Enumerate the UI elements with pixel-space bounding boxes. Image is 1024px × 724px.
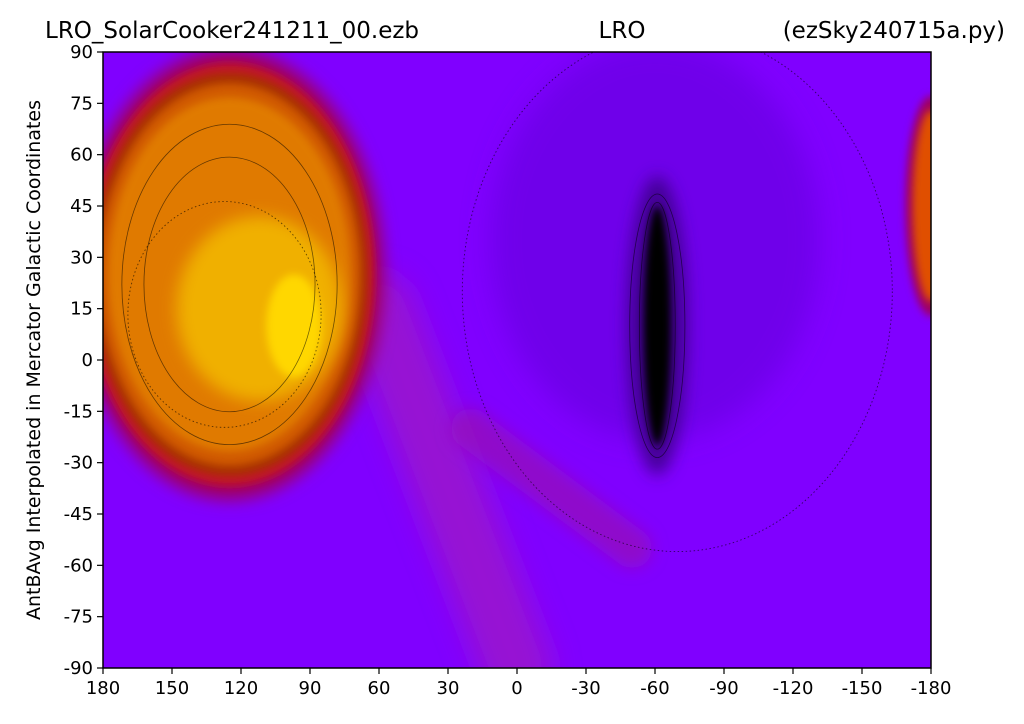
- header-station: LRO: [599, 18, 646, 44]
- warm-band: [344, 273, 552, 668]
- x-tick-label: 120: [224, 678, 258, 699]
- y-tick-label: 90: [70, 42, 93, 63]
- header-filename: LRO_SolarCooker241211_00.ezb: [45, 18, 419, 44]
- y-axis: 90 75 60 45 30 15 0 -15 -30 -45 -60 -75 -90: [64, 42, 103, 679]
- heatmap-color-field: [103, 52, 931, 668]
- x-tick-label: -150: [842, 678, 883, 699]
- contour-lines: [121, 52, 893, 552]
- y-tick-label: 30: [70, 247, 93, 268]
- hot-region-peak: [266, 274, 322, 378]
- x-tick-label: 30: [437, 678, 460, 699]
- x-tick-label: 180: [86, 678, 120, 699]
- y-tick-label: 15: [70, 299, 93, 320]
- warm-band-branch: [451, 408, 652, 569]
- x-tick-label: -180: [911, 678, 952, 699]
- y-axis-label: AntBAvg Interpolated in Mercator Galacti…: [23, 100, 45, 620]
- contour-dotted: [461, 52, 893, 552]
- cold-spike: [643, 206, 672, 446]
- x-tick-label: -120: [773, 678, 814, 699]
- y-tick-label: 0: [82, 350, 93, 371]
- x-tick-label: 60: [368, 678, 391, 699]
- y-tick-label: -15: [64, 401, 93, 422]
- x-axis: 180 150 120 90 60 30 0 -30 -60 -90 -120 -150 -180: [86, 668, 952, 699]
- y-tick-label: -90: [64, 658, 93, 679]
- heatmap-plot-area: [103, 52, 931, 668]
- hot-edge-region: [912, 110, 931, 302]
- y-tick-label: -45: [64, 504, 93, 525]
- y-tick-label: -60: [64, 555, 93, 576]
- contour-dotted: [127, 201, 322, 428]
- y-tick-label: 75: [70, 93, 93, 114]
- x-tick-label: -90: [709, 678, 738, 699]
- header-script: (ezSky240715a.py): [783, 18, 1005, 44]
- x-tick-label: -30: [571, 678, 600, 699]
- x-tick-label: 150: [155, 678, 189, 699]
- contour-line: [143, 156, 316, 413]
- y-tick-label: -30: [64, 453, 93, 474]
- contour-line: [638, 202, 676, 450]
- x-tick-label: 90: [299, 678, 322, 699]
- contour-line: [629, 193, 686, 458]
- x-tick-label: -60: [640, 678, 669, 699]
- contour-line: [121, 123, 338, 446]
- y-tick-label: 45: [70, 196, 93, 217]
- y-tick-label: 60: [70, 145, 93, 166]
- y-tick-label: -75: [64, 607, 93, 628]
- x-tick-label: 0: [511, 678, 522, 699]
